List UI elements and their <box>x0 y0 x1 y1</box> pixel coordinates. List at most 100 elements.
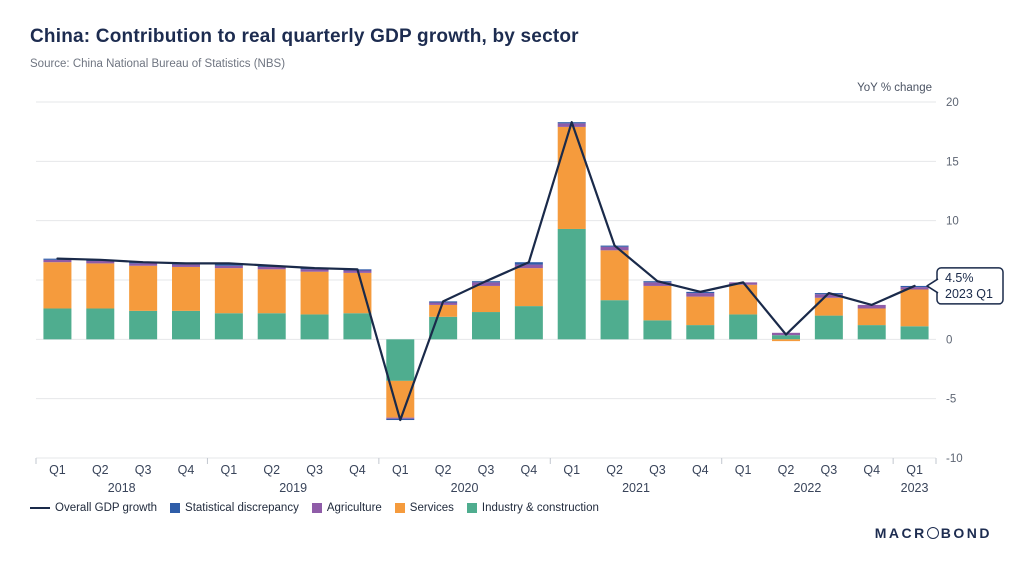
legend-square-marker <box>311 503 322 513</box>
x-tick-label: Q4 <box>349 463 366 477</box>
bar-segment <box>686 325 715 340</box>
x-tick-label: Q1 <box>392 463 409 477</box>
bar-segment <box>857 325 886 340</box>
legend-label: Agriculture <box>326 502 382 514</box>
legend-line-marker <box>30 507 50 509</box>
bar-segment <box>772 335 800 340</box>
bar-segment <box>257 313 286 340</box>
x-tick-label: Q2 <box>778 463 795 477</box>
x-tick-label: Q3 <box>306 463 323 477</box>
year-label: 2021 <box>622 481 650 495</box>
macrobond-logo: MACR BOND <box>875 525 992 541</box>
bar-segment <box>472 285 500 313</box>
bar-segment <box>343 272 372 314</box>
bar-segment <box>300 314 329 340</box>
bar-segment <box>514 268 543 307</box>
bar-segment <box>514 264 543 269</box>
bar-segment <box>129 265 158 311</box>
legend-item: Industry & construction <box>466 502 599 514</box>
bar-segment <box>257 269 286 314</box>
bar-segment <box>172 310 200 340</box>
x-tick-label: Q4 <box>863 463 880 477</box>
x-tick-label: Q2 <box>92 463 109 477</box>
logo-text-left: MACR <box>874 525 927 541</box>
bar-segment <box>814 294 843 298</box>
bar-segment <box>43 308 72 340</box>
x-tick-label: Q1 <box>735 463 752 477</box>
bar-segment <box>343 313 372 340</box>
legend-label: Services <box>409 502 454 514</box>
bar-segment <box>643 282 672 286</box>
x-tick-label: Q3 <box>478 463 495 477</box>
bar-segment <box>729 284 758 315</box>
gdp-chart-svg: 20151050-5-10Q1Q2Q3Q4Q1Q2Q3Q4Q1Q2Q3Q4Q1Q… <box>35 97 1004 495</box>
x-tick-label: Q3 <box>649 463 666 477</box>
bar-segment <box>214 263 243 266</box>
bar-segment <box>900 287 929 290</box>
bar-segment <box>214 268 243 314</box>
bar-segment <box>429 304 458 317</box>
year-label: 2022 <box>794 481 822 495</box>
logo-circle-icon <box>926 527 939 539</box>
year-label: 2020 <box>451 481 479 495</box>
bar-segment <box>557 228 586 340</box>
bar-segment <box>686 293 715 297</box>
bar-segment <box>214 313 243 340</box>
legend-label: Industry & construction <box>481 502 599 514</box>
chart-title: China: Contribution to real quarterly GD… <box>30 26 579 47</box>
y-tick-label: 15 <box>946 156 959 168</box>
bar-segment <box>300 271 329 315</box>
x-tick-label: Q2 <box>263 463 280 477</box>
x-tick-label: Q1 <box>906 463 923 477</box>
annotation-arrow <box>926 278 939 294</box>
bar-segment <box>43 259 72 263</box>
x-tick-label: Q1 <box>221 463 238 477</box>
y-tick-label: 10 <box>946 216 959 228</box>
legend-item: Agriculture <box>311 502 382 514</box>
bar-segment <box>643 320 672 340</box>
legend-square-marker <box>394 503 405 513</box>
x-tick-label: Q4 <box>692 463 709 477</box>
gdp-chart: 20151050-5-10Q1Q2Q3Q4Q1Q2Q3Q4Q1Q2Q3Q4Q1Q… <box>28 88 1018 508</box>
legend-square-marker <box>466 503 477 513</box>
bar-segment <box>814 297 843 316</box>
bar-segment <box>172 264 200 267</box>
y-axis-unit-label: YoY % change <box>857 82 932 94</box>
bar-segment <box>129 310 158 340</box>
bar-segment <box>857 308 886 326</box>
bar-segment <box>86 261 115 264</box>
chart-source: Source: China National Bureau of Statist… <box>30 58 286 70</box>
gdp-growth-line <box>56 121 916 422</box>
bar-segment <box>643 285 672 321</box>
bar-segment <box>472 312 500 340</box>
legend-item: Services <box>394 502 454 514</box>
bar-segment <box>900 326 929 340</box>
y-tick-label: 20 <box>946 97 959 109</box>
x-tick-label: Q2 <box>435 463 452 477</box>
bar-segment <box>772 339 800 342</box>
x-tick-label: Q1 <box>563 463 580 477</box>
bar-segment <box>257 266 286 270</box>
legend-label: Statistical discrepancy <box>185 502 299 514</box>
bar-segment <box>86 308 115 340</box>
x-tick-label: Q2 <box>606 463 623 477</box>
bar-segment <box>600 246 629 251</box>
year-label: 2023 <box>901 481 929 495</box>
legend-item: Overall GDP growth <box>30 502 157 514</box>
y-tick-label: 0 <box>946 334 952 346</box>
bar-segment <box>300 269 329 272</box>
bar-segment <box>686 296 715 326</box>
y-tick-label: -5 <box>946 394 956 406</box>
bar-segment <box>857 304 886 309</box>
legend-label: Overall GDP growth <box>55 502 158 514</box>
bar-segment <box>600 300 629 340</box>
bar-segment <box>729 314 758 340</box>
x-tick-label: Q4 <box>178 463 195 477</box>
x-tick-label: Q4 <box>521 463 538 477</box>
bar-segment <box>600 250 629 301</box>
year-label: 2019 <box>279 481 307 495</box>
bar-segment <box>900 289 929 327</box>
x-tick-label: Q3 <box>821 463 838 477</box>
legend-square-marker <box>170 503 181 513</box>
